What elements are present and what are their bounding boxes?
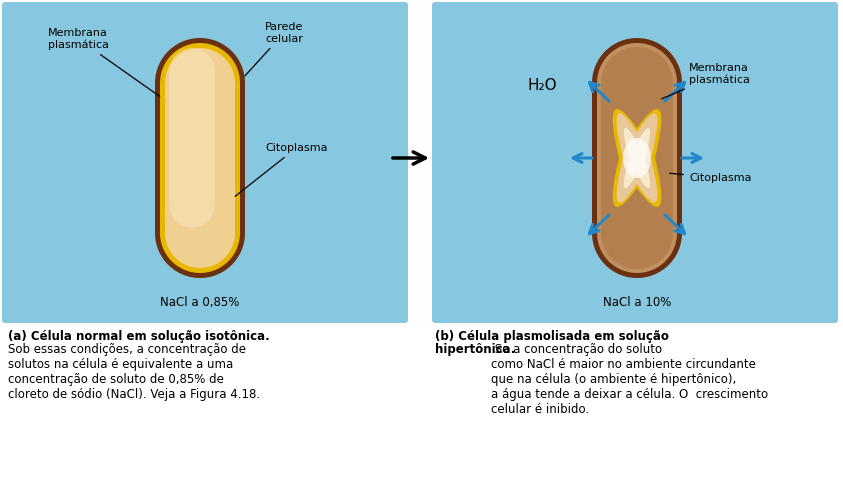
- Text: Membrana
plasmática: Membrana plasmática: [48, 28, 159, 96]
- Polygon shape: [169, 48, 214, 228]
- Text: Sob essas condições, a concentração de
solutos na célula é equivalente a uma
con: Sob essas condições, a concentração de s…: [8, 343, 260, 401]
- Polygon shape: [613, 109, 661, 207]
- Ellipse shape: [623, 138, 651, 178]
- Text: Citoplasma: Citoplasma: [235, 143, 327, 197]
- Polygon shape: [601, 47, 673, 269]
- Polygon shape: [160, 43, 240, 273]
- FancyBboxPatch shape: [432, 2, 838, 323]
- Text: Parede
celular: Parede celular: [244, 22, 303, 76]
- Text: Se a concentração do soluto
como NaCl é maior no ambiente circundante
que na cél: Se a concentração do soluto como NaCl é …: [491, 343, 768, 416]
- Polygon shape: [155, 38, 245, 278]
- Polygon shape: [597, 43, 677, 273]
- Text: Citoplasma: Citoplasma: [670, 173, 751, 183]
- Text: Membrana
plasmática: Membrana plasmática: [662, 63, 750, 99]
- Text: hipertônica.: hipertônica.: [435, 343, 515, 356]
- Text: (a) Célula normal em solução isotônica.: (a) Célula normal em solução isotônica.: [8, 330, 270, 343]
- Text: NaCl a 10%: NaCl a 10%: [603, 296, 671, 309]
- Polygon shape: [165, 48, 235, 268]
- Text: (b) Célula plasmolisada em solução: (b) Célula plasmolisada em solução: [435, 330, 668, 343]
- Polygon shape: [616, 113, 658, 203]
- Polygon shape: [592, 38, 682, 278]
- Text: H₂O: H₂O: [527, 78, 557, 93]
- Polygon shape: [624, 128, 650, 188]
- Text: NaCl a 0,85%: NaCl a 0,85%: [160, 296, 239, 309]
- FancyBboxPatch shape: [2, 2, 408, 323]
